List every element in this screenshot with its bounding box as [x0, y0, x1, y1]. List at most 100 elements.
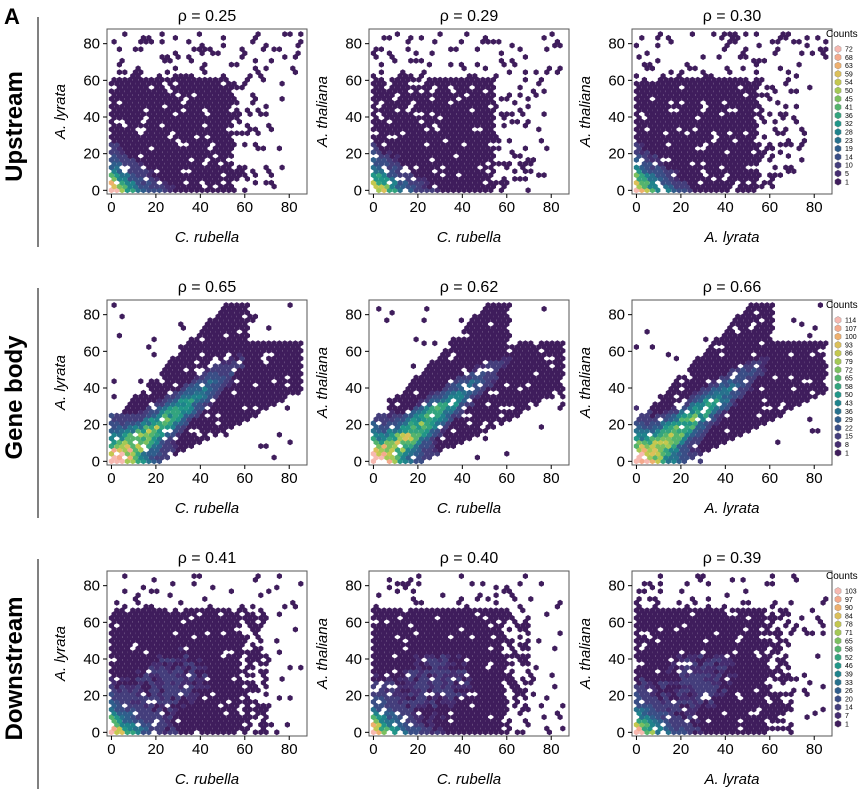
- hexbin: [405, 38, 411, 45]
- hexbin: [649, 149, 655, 156]
- hexbin: [445, 179, 451, 186]
- hexbin: [389, 99, 395, 106]
- hexbin: [159, 168, 165, 175]
- hexbin: [488, 134, 494, 140]
- hexbin: [218, 84, 224, 91]
- hexbin: [450, 179, 456, 186]
- hexbin: [456, 126, 462, 133]
- hexbin: [764, 84, 770, 91]
- hexbin: [474, 99, 480, 106]
- hexbin: [196, 46, 202, 53]
- hexbin: [116, 130, 122, 137]
- hexbin: [188, 57, 194, 64]
- hexbin: [204, 172, 210, 179]
- hexbin: [191, 137, 197, 144]
- hexbin: [448, 76, 454, 83]
- hexbin: [175, 76, 181, 83]
- hexbin: [453, 114, 459, 121]
- hexbin: [783, 164, 789, 171]
- hexbin: [644, 149, 650, 156]
- hexbin: [172, 141, 178, 148]
- hexbin: [673, 183, 679, 190]
- hexbin: [183, 103, 189, 110]
- hexbin: [480, 92, 486, 99]
- hexbin: [207, 76, 213, 83]
- hexbin: [290, 65, 296, 72]
- hexbin: [138, 114, 144, 121]
- y-tick-label: 40: [345, 109, 362, 126]
- hexbin: [633, 344, 639, 350]
- hexbin: [522, 168, 528, 175]
- hexbin: [156, 156, 162, 163]
- hexbin: [164, 168, 170, 175]
- hexbin: [469, 168, 475, 175]
- hexbin: [796, 61, 802, 68]
- x-tick-label: 60: [236, 470, 253, 487]
- hexbin: [159, 38, 165, 45]
- hexbin: [148, 183, 154, 190]
- x-tick-label: 0: [632, 470, 640, 487]
- hexbin: [210, 164, 216, 171]
- hexbin: [429, 80, 435, 87]
- hexbin: [196, 168, 202, 175]
- hexbin: [426, 183, 432, 190]
- hexbin: [143, 122, 149, 129]
- hexbin: [538, 137, 544, 144]
- hexbin: [490, 84, 496, 91]
- hexbin: [745, 187, 751, 194]
- hexbin: [756, 156, 762, 163]
- hexbin: [445, 156, 451, 163]
- hexbin: [633, 73, 639, 79]
- hexbin: [130, 134, 136, 140]
- hexbin: [408, 73, 414, 79]
- panel-title: ρ = 0.30: [703, 8, 762, 25]
- hexbin: [159, 175, 165, 182]
- hexbin: [448, 168, 454, 175]
- hexbin: [676, 156, 682, 163]
- hexbin: [202, 168, 208, 175]
- hexbin: [378, 84, 384, 91]
- hexbin: [756, 42, 762, 49]
- hexbin: [130, 80, 136, 87]
- hexbin: [194, 141, 200, 148]
- hexbin: [381, 187, 387, 194]
- hexbin: [146, 126, 152, 133]
- hexbin: [448, 160, 454, 167]
- hexbin: [263, 42, 269, 49]
- hexbin: [740, 172, 746, 179]
- hexbin: [223, 130, 229, 137]
- hexbin: [703, 179, 709, 186]
- hexbin: [279, 164, 285, 171]
- hexbin: [114, 149, 120, 156]
- hexbin: [748, 160, 754, 167]
- hexbin: [708, 179, 714, 186]
- hexbin: [453, 145, 459, 152]
- hexbin: [405, 46, 411, 53]
- hexbin: [244, 122, 250, 129]
- hexbin: [167, 118, 173, 125]
- x-axis-label: C. rubella: [175, 500, 239, 517]
- hexbin: [807, 84, 813, 91]
- hexbin: [373, 54, 379, 60]
- hexbin: [490, 38, 496, 45]
- hexbin: [122, 31, 128, 38]
- hexbin: [410, 183, 416, 190]
- hexbin: [517, 84, 523, 91]
- hexbin: [788, 88, 794, 95]
- hexbin: [434, 134, 440, 140]
- hexbin: [124, 179, 130, 186]
- hexbin: [258, 73, 264, 79]
- hexbin: [268, 126, 274, 133]
- hexbin: [223, 145, 229, 152]
- hexbin: [124, 126, 130, 133]
- hexbin: [735, 156, 741, 163]
- hexbin: [488, 187, 494, 194]
- hexbin: [461, 187, 467, 194]
- hexbin: [378, 168, 384, 175]
- hexbin: [196, 137, 202, 144]
- hexbin: [469, 130, 475, 137]
- hexbin: [482, 65, 488, 72]
- hexbin: [263, 443, 269, 450]
